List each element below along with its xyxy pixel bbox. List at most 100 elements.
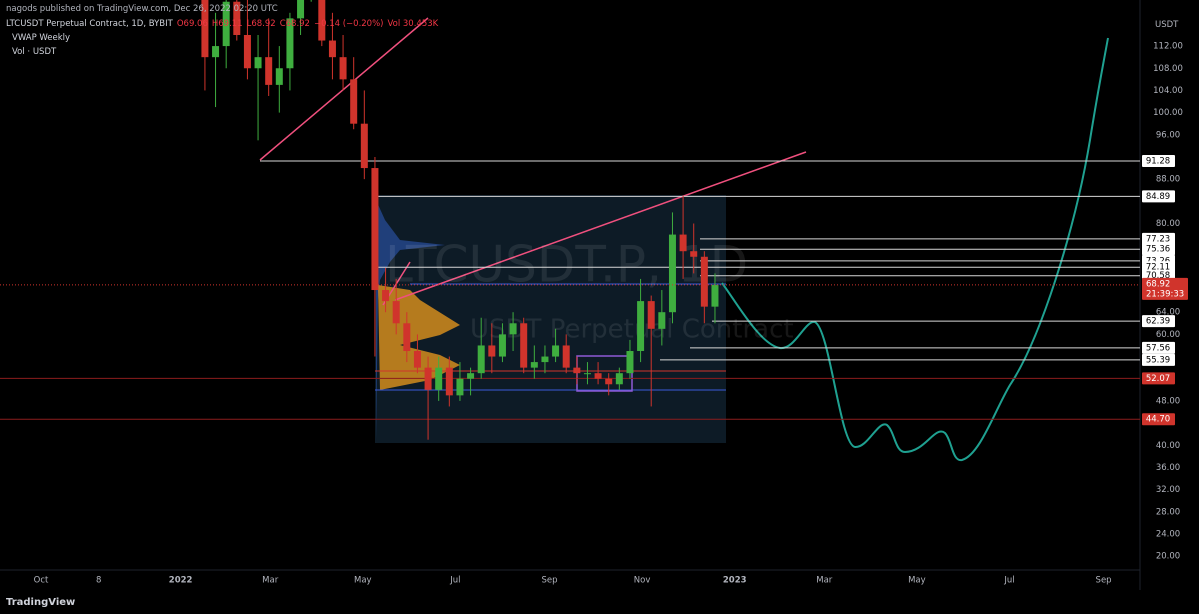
candle-body <box>318 0 326 41</box>
level-label: 77.23 <box>1146 234 1170 244</box>
candle-body <box>615 373 623 385</box>
x-tick-label: Nov <box>634 576 651 586</box>
candle-body <box>243 34 251 69</box>
x-tick-label: Jul <box>1003 576 1014 586</box>
candle-body <box>413 351 421 368</box>
candle-body <box>583 373 591 375</box>
level-label: 91.28 <box>1146 156 1170 166</box>
candle-body <box>467 373 475 379</box>
y-tick-label: 40.00 <box>1156 441 1180 451</box>
candle-body <box>403 323 411 352</box>
candle-body <box>690 251 698 257</box>
candle-body <box>700 256 708 307</box>
y-tick-label: 104.00 <box>1153 86 1183 96</box>
y-tick-label: 32.00 <box>1156 485 1180 495</box>
candle-body <box>328 40 336 58</box>
candle-body <box>637 301 645 352</box>
volume-profile-blue <box>376 200 445 440</box>
x-tick-label: 2022 <box>169 576 193 586</box>
level-label-bg <box>1142 232 1175 245</box>
y-tick-label: 36.00 <box>1156 463 1180 473</box>
legend-value: O69.06 <box>176 19 208 29</box>
candle-body <box>562 345 570 368</box>
x-tick-label: Sep <box>541 576 557 586</box>
indicator: Vol · USDT <box>12 47 57 57</box>
y-tick-label: 60.00 <box>1156 330 1180 340</box>
candle-body <box>541 356 549 363</box>
level-label: 84.89 <box>1146 192 1170 202</box>
candle-body <box>711 284 719 307</box>
x-tick-label: Oct <box>34 576 49 586</box>
candle-body <box>297 0 305 19</box>
candle-body <box>212 46 220 58</box>
level-label: 70.58 <box>1146 271 1170 281</box>
candle-body <box>275 68 283 85</box>
candle-body <box>679 234 687 252</box>
level-label: 72.11 <box>1146 263 1170 273</box>
candle-body <box>392 301 400 324</box>
level-label: 55.39 <box>1146 355 1170 365</box>
legend-value: Vol 30.453K <box>387 19 439 29</box>
x-tick-label: Jul <box>449 576 460 586</box>
level-label: 62.39 <box>1146 317 1170 327</box>
y-tick-label: 24.00 <box>1156 529 1180 539</box>
y-tick-label: 88.00 <box>1156 175 1180 185</box>
level-label: 44.70 <box>1146 415 1170 425</box>
legend-value: L68.92 <box>246 19 276 29</box>
level-label-bg <box>1142 372 1175 385</box>
candle-body <box>265 57 273 85</box>
y-tick-label: 96.00 <box>1156 130 1180 140</box>
candle-body <box>254 57 262 69</box>
candle-body <box>201 0 209 58</box>
symbol-legend: LTCUSDT Perpetual Contract, 1D, BYBIT O69… <box>6 19 442 29</box>
symbol: LTCUSDT Perpetual Contract, 1D, BYBIT <box>6 19 173 29</box>
candle-body <box>286 18 294 69</box>
footer-logo: TradingView <box>6 597 76 608</box>
watermark: LTCUSDT.P, 1D <box>385 236 748 294</box>
indicator: VWAP Weekly <box>12 33 71 43</box>
level-label: 52.07 <box>1146 374 1170 384</box>
y-tick-label: 64.00 <box>1156 308 1180 318</box>
candle-body <box>488 345 496 357</box>
level-label-bg <box>1142 190 1175 203</box>
candle-body <box>658 312 666 329</box>
candle-body <box>371 168 379 291</box>
y-tick-label: 80.00 <box>1156 219 1180 229</box>
candle-body <box>435 367 443 390</box>
candle-body <box>573 367 581 374</box>
candle-body <box>594 373 602 379</box>
publisher-line: nagods published on TradingView.com, Dec… <box>6 4 278 14</box>
x-tick-label: 2023 <box>723 576 747 586</box>
candle-body <box>520 323 528 368</box>
x-tick-label: May <box>354 576 372 586</box>
candle-body <box>445 367 453 396</box>
legend-value: H69.11 <box>211 19 243 29</box>
y-tick-label: 28.00 <box>1156 507 1180 517</box>
candle-body <box>626 351 634 374</box>
level-label-bg <box>1142 243 1175 256</box>
candle-body <box>456 378 464 396</box>
level-label-bg <box>1142 353 1175 366</box>
candle-body <box>350 79 358 124</box>
y-tick-label: 20.00 <box>1156 552 1180 562</box>
y-tick-label: 48.00 <box>1156 396 1180 406</box>
level-label-bg <box>1142 341 1175 354</box>
candle-body <box>222 1 230 47</box>
watermark: USDT Perpetual Contract <box>470 315 794 345</box>
projection-path <box>721 37 1109 462</box>
y-tick-label: 108.00 <box>1153 64 1183 74</box>
candle-body <box>498 334 506 357</box>
y-tick-label: 112.00 <box>1153 42 1183 52</box>
x-tick-label: May <box>908 576 926 586</box>
candle-body <box>360 123 368 169</box>
x-tick-label: 8 <box>96 576 101 586</box>
candle-body <box>233 1 241 35</box>
level-label-bg <box>1142 413 1175 426</box>
candle-body <box>552 345 560 357</box>
last-price-label: 68.92 <box>1146 279 1170 289</box>
candle-body <box>477 345 485 374</box>
candle-body <box>509 323 517 335</box>
candle-body <box>339 57 347 80</box>
